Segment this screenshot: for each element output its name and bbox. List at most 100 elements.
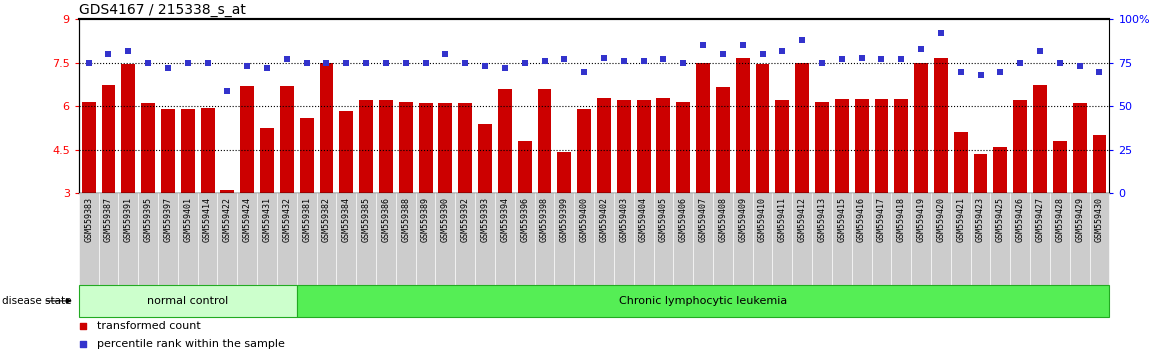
Bar xyxy=(359,101,373,193)
Bar xyxy=(220,190,234,193)
Point xyxy=(892,57,910,62)
Text: GSM559384: GSM559384 xyxy=(342,196,351,242)
Point xyxy=(774,48,792,53)
Bar xyxy=(138,193,157,285)
Text: GSM559397: GSM559397 xyxy=(163,196,173,242)
Bar xyxy=(277,193,296,285)
Bar xyxy=(261,128,274,193)
Point xyxy=(1070,63,1089,69)
Point xyxy=(733,43,752,48)
Text: disease state: disease state xyxy=(2,296,72,306)
Bar xyxy=(237,193,257,285)
Bar xyxy=(694,193,713,285)
Point xyxy=(595,55,614,61)
Bar xyxy=(419,103,433,193)
Text: GSM559417: GSM559417 xyxy=(877,196,886,242)
Bar xyxy=(812,193,831,285)
Bar xyxy=(494,193,515,285)
Bar xyxy=(475,193,494,285)
Point xyxy=(515,60,534,66)
Bar xyxy=(577,109,591,193)
Text: GSM559422: GSM559422 xyxy=(222,196,232,242)
Point xyxy=(159,65,177,71)
Point xyxy=(417,60,435,66)
Point xyxy=(298,60,316,66)
Point xyxy=(972,72,990,78)
Bar xyxy=(852,193,872,285)
Bar xyxy=(300,118,314,193)
Bar xyxy=(1092,135,1106,193)
Bar xyxy=(200,108,214,193)
Text: GSM559403: GSM559403 xyxy=(620,196,629,242)
Bar xyxy=(935,58,948,193)
Point xyxy=(833,57,851,62)
Point xyxy=(1031,48,1049,53)
Bar xyxy=(970,193,990,285)
Bar xyxy=(676,102,690,193)
Bar xyxy=(874,99,888,193)
Text: GSM559416: GSM559416 xyxy=(857,196,866,242)
Bar xyxy=(257,193,277,285)
Text: GSM559426: GSM559426 xyxy=(1016,196,1025,242)
Text: GSM559405: GSM559405 xyxy=(659,196,668,242)
Point xyxy=(198,60,217,66)
Bar xyxy=(396,193,416,285)
Text: GSM559409: GSM559409 xyxy=(738,196,747,242)
Text: GSM559387: GSM559387 xyxy=(104,196,113,242)
Text: GSM559429: GSM559429 xyxy=(1075,196,1084,242)
Bar xyxy=(376,193,396,285)
Point xyxy=(1011,60,1029,66)
Bar xyxy=(931,193,951,285)
Point xyxy=(496,65,514,71)
Bar xyxy=(537,89,551,193)
Point xyxy=(813,60,831,66)
Bar xyxy=(435,193,455,285)
Bar xyxy=(815,102,829,193)
Text: GSM559421: GSM559421 xyxy=(957,196,966,242)
Bar xyxy=(792,193,812,285)
Text: GSM559410: GSM559410 xyxy=(758,196,767,242)
Text: GSM559393: GSM559393 xyxy=(481,196,490,242)
Bar xyxy=(161,109,175,193)
Text: GSM559392: GSM559392 xyxy=(461,196,470,242)
Text: GSM559424: GSM559424 xyxy=(243,196,251,242)
Point xyxy=(337,60,356,66)
Bar xyxy=(455,193,475,285)
Point xyxy=(713,51,732,57)
Text: GSM559414: GSM559414 xyxy=(203,196,212,242)
Text: GSM559386: GSM559386 xyxy=(381,196,390,242)
Bar xyxy=(316,193,336,285)
Bar xyxy=(337,193,357,285)
Bar xyxy=(535,193,555,285)
Text: GSM559381: GSM559381 xyxy=(302,196,312,242)
Bar xyxy=(240,86,254,193)
Text: normal control: normal control xyxy=(147,296,228,306)
Bar xyxy=(892,193,911,285)
Point xyxy=(991,69,1010,74)
Bar xyxy=(296,285,1109,317)
Text: GSM559396: GSM559396 xyxy=(520,196,529,242)
Bar xyxy=(835,99,849,193)
Bar xyxy=(954,132,968,193)
Bar xyxy=(598,98,611,193)
Bar xyxy=(398,102,412,193)
Bar xyxy=(796,63,809,193)
Bar xyxy=(776,101,790,193)
Bar xyxy=(102,85,116,193)
Text: GSM559415: GSM559415 xyxy=(837,196,846,242)
Bar xyxy=(733,193,753,285)
Bar xyxy=(894,99,908,193)
Point xyxy=(674,60,692,66)
Bar xyxy=(872,193,892,285)
Point xyxy=(119,48,138,53)
Text: GSM559400: GSM559400 xyxy=(580,196,588,242)
Point xyxy=(357,60,375,66)
Point xyxy=(654,57,673,62)
Text: percentile rank within the sample: percentile rank within the sample xyxy=(97,339,285,349)
Bar xyxy=(911,193,931,285)
Bar xyxy=(1050,193,1070,285)
Bar xyxy=(614,193,633,285)
Bar xyxy=(218,193,237,285)
Point xyxy=(911,46,930,52)
Text: GSM559431: GSM559431 xyxy=(263,196,271,242)
